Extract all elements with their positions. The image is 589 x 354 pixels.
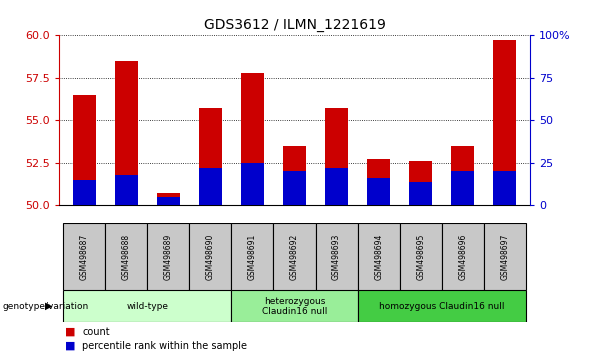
Bar (199, 168, 222, 205)
Bar (283, 171, 306, 205)
Bar (409, 182, 432, 205)
Bar (273, 223, 316, 290)
Bar (199, 108, 222, 205)
Text: ■: ■ (65, 341, 75, 351)
Bar (115, 61, 138, 205)
Text: count: count (82, 327, 110, 337)
Text: ■: ■ (65, 327, 75, 337)
Bar (367, 178, 391, 205)
Text: homozygous Claudin16 null: homozygous Claudin16 null (379, 302, 505, 311)
Text: heterozygous
Claudin16 null: heterozygous Claudin16 null (262, 297, 327, 316)
Text: genotype/variation: genotype/variation (3, 302, 89, 311)
Bar (400, 223, 442, 290)
Bar (157, 193, 180, 205)
Bar (241, 73, 264, 205)
Text: GSM498694: GSM498694 (374, 233, 383, 280)
Bar (484, 223, 526, 290)
Text: percentile rank within the sample: percentile rank within the sample (82, 341, 247, 351)
Text: GSM498695: GSM498695 (416, 233, 425, 280)
Bar (147, 223, 189, 290)
Bar (63, 290, 231, 322)
Bar (63, 223, 105, 290)
Bar (451, 171, 474, 205)
Bar (358, 290, 526, 322)
Bar (231, 223, 273, 290)
Text: GSM498691: GSM498691 (248, 234, 257, 280)
Bar (105, 223, 147, 290)
Bar (325, 108, 348, 205)
Title: GDS3612 / ILMN_1221619: GDS3612 / ILMN_1221619 (204, 18, 385, 32)
Text: GSM498696: GSM498696 (458, 233, 467, 280)
Bar (316, 223, 358, 290)
Bar (157, 197, 180, 205)
Text: GSM498693: GSM498693 (332, 233, 341, 280)
Text: ▶: ▶ (45, 301, 52, 311)
Bar (189, 223, 231, 290)
Bar (442, 223, 484, 290)
Bar (72, 180, 96, 205)
Bar (367, 159, 391, 205)
Bar (494, 171, 517, 205)
Bar (325, 168, 348, 205)
Text: GSM498692: GSM498692 (290, 234, 299, 280)
Text: GSM498687: GSM498687 (80, 234, 88, 280)
Bar (283, 146, 306, 205)
Text: GSM498697: GSM498697 (501, 233, 509, 280)
Bar (409, 161, 432, 205)
Bar (358, 223, 400, 290)
Bar (72, 95, 96, 205)
Text: GSM498688: GSM498688 (122, 234, 131, 280)
Bar (231, 290, 358, 322)
Text: GSM498689: GSM498689 (164, 234, 173, 280)
Bar (115, 175, 138, 205)
Text: wild-type: wild-type (126, 302, 168, 311)
Text: GSM498690: GSM498690 (206, 233, 215, 280)
Bar (241, 163, 264, 205)
Bar (494, 40, 517, 205)
Bar (451, 146, 474, 205)
